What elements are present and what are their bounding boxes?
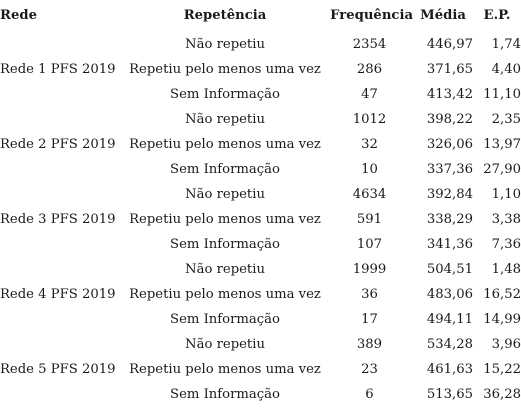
cell-frequencia: 286 xyxy=(356,62,383,77)
cell-ep: 4,40 xyxy=(491,62,521,77)
cell-rede xyxy=(0,307,124,332)
cell-rede: Rede 3 PFS 2019 xyxy=(0,212,116,227)
cell-rede xyxy=(0,382,124,407)
cell-frequencia: 389 xyxy=(356,337,383,352)
cell-media: 494,11 xyxy=(426,312,473,327)
cell-rede xyxy=(0,232,124,257)
cell-ep: 15,22 xyxy=(483,362,521,377)
table-row: Não repetiu 2354 446,97 1,74 xyxy=(0,32,521,57)
table-body: Não repetiu 2354 446,97 1,74 Rede 1 PFS 2019… xyxy=(0,32,521,407)
cell-frequencia: 2354 xyxy=(352,37,387,52)
cell-repetencia: Sem Informação xyxy=(170,162,280,177)
table-row: Sem Informação 47 413,42 11,10 xyxy=(0,82,521,107)
cell-repetencia: Repetiu pelo menos uma vez xyxy=(129,362,321,377)
table-row: Sem Informação 107 341,36 7,36 xyxy=(0,232,521,257)
cell-repetencia: Não repetiu xyxy=(185,187,265,202)
cell-repetencia: Sem Informação xyxy=(170,237,280,252)
cell-media: 371,65 xyxy=(426,62,473,77)
cell-media: 392,84 xyxy=(426,187,473,202)
cell-frequencia: 1012 xyxy=(352,112,387,127)
header-row: Rede Repetência Frequência Média E.P. xyxy=(0,0,521,32)
table-row: Rede 1 PFS 2019 Repetiu pelo menos uma ve… xyxy=(0,57,521,82)
table-row: Não repetiu 4634 392,84 1,10 xyxy=(0,182,521,207)
cell-repetencia: Repetiu pelo menos uma vez xyxy=(129,137,321,152)
cell-ep: 13,97 xyxy=(483,137,521,152)
cell-frequencia: 4634 xyxy=(352,187,387,202)
cell-media: 504,51 xyxy=(426,262,473,277)
cell-frequencia: 591 xyxy=(356,212,383,227)
cell-media: 338,29 xyxy=(426,212,473,227)
cell-repetencia: Sem Informação xyxy=(170,312,280,327)
cell-media: 413,42 xyxy=(426,87,473,102)
cell-media: 446,97 xyxy=(426,37,473,52)
cell-ep: 3,38 xyxy=(491,212,521,227)
table-row: Rede 5 PFS 2019 Repetiu pelo menos uma ve… xyxy=(0,357,521,382)
cell-media: 341,36 xyxy=(426,237,473,252)
cell-repetencia: Não repetiu xyxy=(185,37,265,52)
cell-media: 483,06 xyxy=(426,287,473,302)
table-row: Sem Informação 6 513,65 36,28 xyxy=(0,382,521,407)
cell-rede xyxy=(0,32,124,57)
cell-frequencia: 23 xyxy=(361,362,378,377)
cell-frequencia: 1999 xyxy=(352,262,387,277)
cell-media: 398,22 xyxy=(426,112,473,127)
cell-media: 326,06 xyxy=(426,137,473,152)
cell-rede: Rede 4 PFS 2019 xyxy=(0,287,116,302)
cell-repetencia: Não repetiu xyxy=(185,112,265,127)
header-repetencia: Repetência xyxy=(183,8,267,23)
table-row: Não repetiu 1012 398,22 2,35 xyxy=(0,107,521,132)
table-row: Rede 2 PFS 2019 Repetiu pelo menos uma ve… xyxy=(0,132,521,157)
cell-ep: 14,99 xyxy=(483,312,521,327)
table-row: Rede 3 PFS 2019 Repetiu pelo menos uma ve… xyxy=(0,207,521,232)
cell-rede xyxy=(0,157,124,182)
cell-frequencia: 36 xyxy=(361,287,378,302)
cell-frequencia: 6 xyxy=(365,387,374,402)
cell-rede xyxy=(0,182,124,207)
cell-ep: 1,74 xyxy=(491,37,521,52)
cell-media: 513,65 xyxy=(426,387,473,402)
cell-frequencia: 17 xyxy=(361,312,378,327)
cell-repetencia: Não repetiu xyxy=(185,337,265,352)
cell-repetencia: Não repetiu xyxy=(185,262,265,277)
cell-rede xyxy=(0,257,124,282)
cell-rede xyxy=(0,107,124,132)
cell-rede: Rede 2 PFS 2019 xyxy=(0,137,116,152)
table-row: Não repetiu 1999 504,51 1,48 xyxy=(0,257,521,282)
cell-ep: 3,96 xyxy=(491,337,521,352)
cell-media: 534,28 xyxy=(426,337,473,352)
cell-ep: 27,90 xyxy=(483,162,521,177)
cell-ep: 2,35 xyxy=(491,112,521,127)
cell-rede xyxy=(0,82,124,107)
table-row: Rede 4 PFS 2019 Repetiu pelo menos uma ve… xyxy=(0,282,521,307)
header-frequencia: Frequência xyxy=(330,8,413,23)
cell-frequencia: 47 xyxy=(361,87,378,102)
cell-ep: 16,52 xyxy=(483,287,521,302)
cell-rede xyxy=(0,332,124,357)
cell-frequencia: 32 xyxy=(361,137,378,152)
cell-repetencia: Repetiu pelo menos uma vez xyxy=(129,212,321,227)
cell-ep: 1,10 xyxy=(491,187,521,202)
cell-media: 337,36 xyxy=(426,162,473,177)
cell-repetencia: Sem Informação xyxy=(170,387,280,402)
cell-repetencia: Repetiu pelo menos uma vez xyxy=(129,62,321,77)
cell-ep: 11,10 xyxy=(483,87,521,102)
header-media: Média xyxy=(420,8,466,23)
table-row: Não repetiu 389 534,28 3,96 xyxy=(0,332,521,357)
cell-ep: 36,28 xyxy=(483,387,521,402)
cell-rede: Rede 5 PFS 2019 xyxy=(0,362,116,377)
cell-media: 461,63 xyxy=(426,362,473,377)
cell-rede: Rede 1 PFS 2019 xyxy=(0,62,116,77)
table-row: Sem Informação 17 494,11 14,99 xyxy=(0,307,521,332)
header-ep: E.P. xyxy=(483,8,511,23)
table-header: Rede Repetência Frequência Média E.P. xyxy=(0,0,521,32)
cell-frequencia: 10 xyxy=(361,162,378,177)
table-row: Sem Informação 10 337,36 27,90 xyxy=(0,157,521,182)
cell-repetencia: Repetiu pelo menos uma vez xyxy=(129,287,321,302)
header-rede: Rede xyxy=(0,8,37,23)
cell-repetencia: Sem Informação xyxy=(170,87,280,102)
cell-ep: 7,36 xyxy=(491,237,521,252)
cell-frequencia: 107 xyxy=(356,237,383,252)
cell-ep: 1,48 xyxy=(491,262,521,277)
